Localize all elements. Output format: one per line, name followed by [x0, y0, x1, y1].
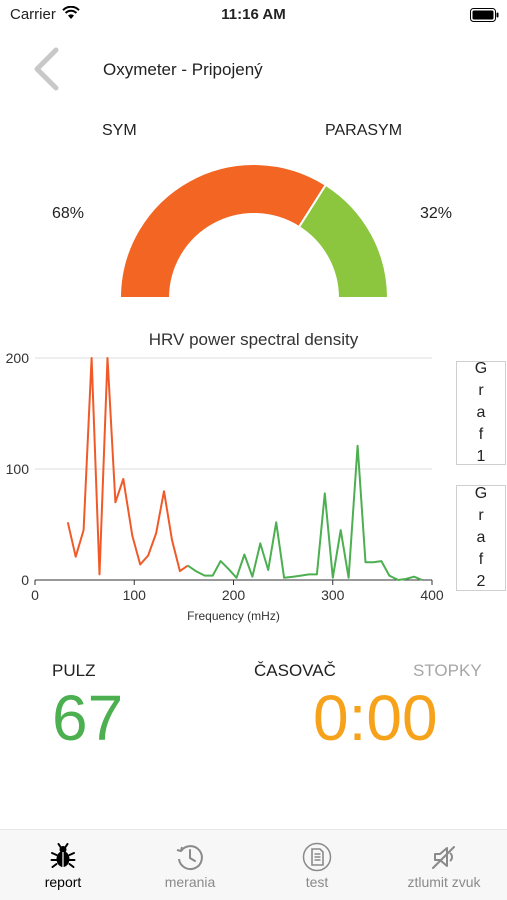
graf1-letter: 1: [476, 448, 486, 465]
tab-report-label: report: [44, 874, 82, 890]
x-tick-label: 0: [31, 587, 39, 603]
tab-mute-label: ztlumit zvuk: [407, 874, 481, 890]
gauge-parasym-segment: [297, 183, 390, 299]
graf2-button[interactable]: G r a f 2: [456, 485, 506, 591]
x-tick-label: 300: [321, 587, 345, 603]
x-tick-label: 100: [123, 587, 147, 603]
back-button[interactable]: [30, 46, 64, 92]
timer-value: 0:00: [313, 682, 438, 754]
pulse-value: 67: [52, 682, 124, 754]
status-time: 11:16 AM: [221, 6, 286, 23]
graf2-letter: G: [474, 485, 488, 502]
document-icon: [302, 842, 332, 872]
battery-icon: [470, 8, 499, 22]
tab-bar: report merania test ztlumit zvuk: [0, 829, 507, 900]
carrier-label: Carrier: [10, 6, 56, 23]
tab-merania-label: merania: [164, 874, 216, 890]
x-axis-label: Frequency (mHz): [187, 609, 280, 623]
graf2-letter: 2: [476, 573, 486, 590]
page-title: Oxymeter - Pripojený: [103, 60, 263, 79]
pulse-label: PULZ: [52, 661, 96, 680]
tab-report[interactable]: report: [0, 830, 126, 900]
x-tick-label: 400: [420, 587, 444, 603]
y-tick-label: 100: [6, 461, 30, 477]
gauge-sym-segment: [118, 163, 328, 299]
timer-tab[interactable]: ČASOVAČ: [254, 661, 336, 680]
tab-merania[interactable]: merania: [127, 830, 253, 900]
balance-gauge: [118, 163, 390, 299]
graf1-letter: f: [478, 426, 484, 443]
series-2-line: [187, 444, 423, 581]
tab-mute[interactable]: ztlumit zvuk: [381, 830, 507, 900]
y-tick-label: 0: [21, 572, 29, 588]
chart-title: HRV power spectral density: [148, 330, 359, 349]
tab-test[interactable]: test: [254, 830, 380, 900]
x-tick-label: 200: [222, 587, 246, 603]
graf2-letter: r: [478, 507, 484, 524]
y-tick-label: 200: [6, 350, 30, 366]
psd-chart: 0 100 200 0 100 200 300 400 Frequency (mHz): [6, 350, 444, 623]
parasym-percent: 32%: [420, 205, 453, 222]
bug-icon: [50, 843, 76, 868]
parasym-label: PARASYM: [325, 122, 403, 139]
status-bar: Carrier 11:16 AM: [0, 0, 507, 30]
wifi-icon: [62, 6, 80, 19]
chevron-left-icon: [34, 47, 59, 91]
graf1-letter: a: [476, 404, 486, 421]
stopwatch-tab[interactable]: STOPKY: [413, 661, 482, 680]
history-icon: [176, 845, 203, 871]
graf2-letter: f: [478, 551, 484, 568]
series-1-line: [66, 357, 189, 576]
graf2-letter: a: [476, 529, 486, 546]
sym-percent: 68%: [52, 205, 85, 222]
mute-icon: [432, 846, 455, 869]
tab-test-label: test: [305, 874, 329, 890]
graf1-letter: r: [478, 382, 484, 399]
sym-label: SYM: [102, 122, 137, 139]
graf1-button[interactable]: G r a f 1: [456, 360, 506, 465]
graf1-letter: G: [474, 360, 488, 377]
